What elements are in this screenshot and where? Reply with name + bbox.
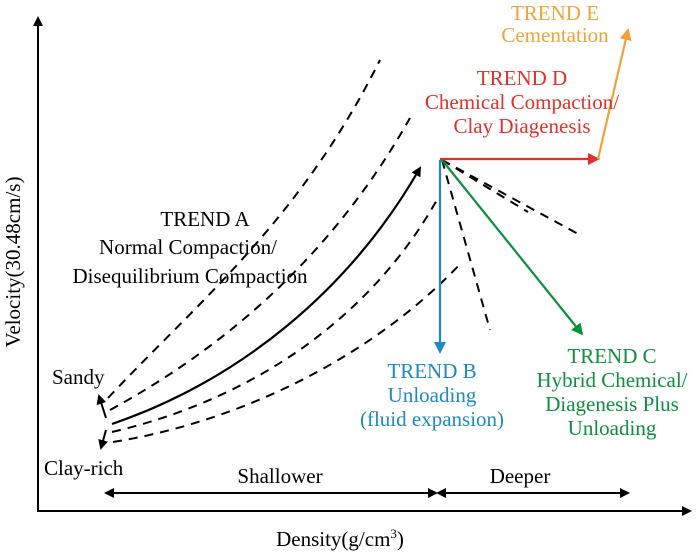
trend-c-line-1: TREND C bbox=[567, 344, 656, 368]
dashed-curve-upper-2 bbox=[109, 117, 411, 411]
trend-c-line-2: Hybrid Chemical/ bbox=[536, 368, 687, 392]
trend-c-label: TREND C Hybrid Chemical/ Diagenesis Plus… bbox=[536, 344, 687, 440]
trend-d-line-2: Chemical Compaction/ bbox=[425, 90, 619, 114]
trend-c-line-4: Unloading bbox=[568, 416, 657, 440]
clay-rich-label: Clay-rich bbox=[44, 456, 124, 480]
dashed-curve-lower-1 bbox=[111, 197, 439, 433]
sandy-label: Sandy bbox=[52, 365, 105, 389]
x-axis-title: Density(g/cm3) bbox=[276, 526, 404, 551]
trend-d-line-1: TREND D bbox=[477, 66, 567, 90]
trend-a-line-2: Normal Compaction/ bbox=[99, 235, 277, 259]
trend-d-label: TREND D Chemical Compaction/ Clay Diagen… bbox=[425, 66, 619, 138]
trend-b-line-2: Unloading bbox=[388, 383, 477, 407]
trend-c-line-3: Diagenesis Plus bbox=[545, 392, 679, 416]
trend-d-line-3: Clay Diagenesis bbox=[453, 114, 590, 138]
trend-e-line-2: Cementation bbox=[501, 23, 609, 47]
trend-a-curve bbox=[111, 166, 421, 426]
trend-b-label: TREND B Unloading (fluid expansion) bbox=[360, 359, 504, 431]
deeper-label: Deeper bbox=[490, 464, 551, 488]
trend-e-label: TREND E Cementation bbox=[501, 1, 609, 47]
trend-e-arrow bbox=[596, 28, 632, 160]
trend-a-label: TREND A Normal Compaction/ Disequilibriu… bbox=[72, 207, 308, 288]
y-axis-title: Velocity(30.48cm/s) bbox=[1, 177, 25, 348]
dashed-curve-upper-1 bbox=[107, 59, 381, 399]
trend-e-line-1: TREND E bbox=[511, 1, 599, 25]
dashed-fan-3 bbox=[441, 159, 529, 213]
shallower-label: Shallower bbox=[237, 464, 322, 488]
trend-b-line-3: (fluid expansion) bbox=[360, 407, 504, 431]
trend-b-line-1: TREND B bbox=[387, 359, 476, 383]
trend-c-arrow bbox=[441, 159, 584, 336]
dashed-fan-1 bbox=[441, 159, 583, 237]
trend-a-line-3: Disequilibrium Compaction bbox=[72, 264, 308, 288]
dashed-fan-2 bbox=[441, 159, 491, 331]
sandy-arrow bbox=[96, 394, 107, 419]
dashed-curve-lower-2 bbox=[112, 261, 463, 443]
clay-rich-arrow bbox=[98, 429, 108, 450]
trend-a-line-1: TREND A bbox=[160, 207, 250, 231]
